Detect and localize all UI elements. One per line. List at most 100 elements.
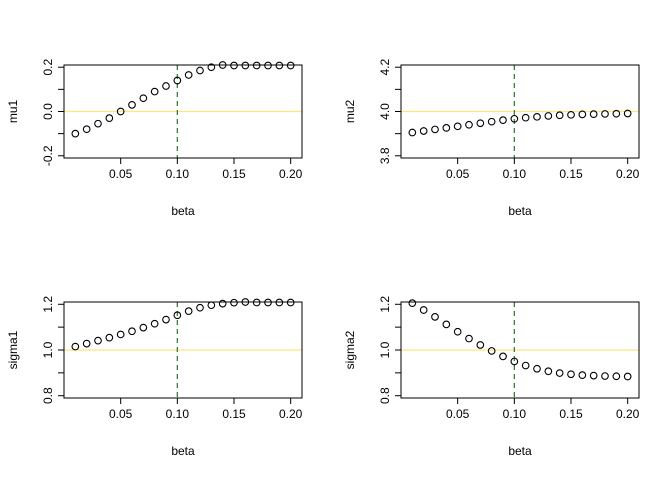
data-point bbox=[139, 323, 148, 332]
x-tick-label: 0.05 bbox=[446, 407, 470, 421]
data-point bbox=[453, 122, 462, 131]
data-point bbox=[601, 110, 609, 118]
data-point bbox=[555, 111, 564, 120]
y-axis: 3.8 4.0 4.2 bbox=[378, 59, 401, 164]
data-point bbox=[499, 116, 507, 124]
plot-panel-sigma2: 0.05 0.10 0.15 0.20 0.8 1.0 1.2 beta sigma2 bbox=[343, 296, 639, 458]
data-point bbox=[150, 319, 159, 328]
x-axis-title: beta bbox=[171, 444, 195, 458]
y-axis-title: mu2 bbox=[343, 100, 357, 124]
x-axis: 0.05 0.10 0.15 0.20 bbox=[446, 157, 640, 181]
x-axis-title: beta bbox=[171, 204, 195, 218]
data-point bbox=[567, 110, 575, 119]
x-tick-label: 0.15 bbox=[559, 407, 583, 421]
y-tick-label: 0.8 bbox=[378, 387, 392, 404]
x-tick-label: 0.10 bbox=[166, 407, 190, 421]
data-point bbox=[544, 367, 553, 376]
data-point bbox=[442, 320, 451, 329]
x-tick-label: 0.05 bbox=[109, 407, 133, 421]
data-point bbox=[612, 372, 621, 381]
data-point bbox=[544, 112, 553, 120]
x-tick-label: 0.20 bbox=[616, 407, 640, 421]
data-point bbox=[510, 114, 519, 123]
y-tick-label: 0.8 bbox=[41, 387, 55, 404]
data-point bbox=[116, 330, 125, 339]
x-axis-title: beta bbox=[508, 444, 532, 458]
data-point bbox=[476, 119, 485, 128]
x-tick-label: 0.10 bbox=[166, 167, 190, 181]
data-point bbox=[94, 119, 102, 128]
data-point bbox=[487, 117, 496, 126]
x-axis: 0.05 0.10 0.15 0.20 bbox=[446, 397, 640, 421]
x-tick-label: 0.15 bbox=[222, 407, 246, 421]
data-point bbox=[419, 306, 428, 314]
y-axis-title: mu1 bbox=[6, 100, 20, 124]
data-point bbox=[196, 66, 204, 75]
y-tick-label: 1.2 bbox=[378, 296, 392, 313]
data-point bbox=[128, 101, 136, 109]
y-axis: -0.2 0.0 0.2 bbox=[41, 59, 64, 166]
data-point bbox=[578, 110, 587, 119]
y-tick-label: 0.0 bbox=[41, 103, 55, 120]
data-point bbox=[196, 303, 204, 312]
data-point bbox=[521, 113, 530, 122]
y-tick-label: 4.2 bbox=[378, 59, 392, 76]
data-point bbox=[408, 299, 417, 307]
data-point bbox=[218, 299, 227, 308]
data-point bbox=[173, 76, 182, 85]
data-point bbox=[230, 298, 238, 307]
x-tick-label: 0.10 bbox=[503, 407, 527, 421]
data-point bbox=[71, 342, 80, 351]
data-point bbox=[601, 372, 609, 380]
data-point bbox=[94, 336, 102, 345]
data-point bbox=[173, 311, 182, 320]
data-point bbox=[162, 315, 170, 324]
data-point bbox=[510, 357, 519, 366]
data-point bbox=[589, 110, 598, 119]
plot-panel-mu2: 0.05 0.10 0.15 0.20 3.8 4.0 4.2 beta mu2 bbox=[343, 59, 639, 218]
data-point bbox=[105, 114, 114, 122]
data-point bbox=[408, 128, 417, 137]
data-point bbox=[82, 125, 91, 134]
y-axis: 0.8 1.0 1.2 bbox=[378, 296, 401, 404]
x-axis-title: beta bbox=[508, 204, 532, 218]
data-point bbox=[499, 352, 507, 361]
data-point bbox=[128, 327, 136, 336]
data-point bbox=[533, 112, 541, 121]
data-point bbox=[612, 109, 621, 118]
y-axis-title: sigma2 bbox=[343, 330, 357, 369]
y-tick-label: -0.2 bbox=[41, 145, 55, 166]
data-point bbox=[442, 124, 451, 132]
x-tick-label: 0.05 bbox=[446, 167, 470, 181]
x-tick-label: 0.15 bbox=[222, 167, 246, 181]
y-tick-label: 1.0 bbox=[41, 341, 55, 358]
data-point bbox=[623, 372, 632, 381]
x-tick-label: 0.15 bbox=[559, 167, 583, 181]
data-point bbox=[116, 107, 125, 116]
x-tick-label: 0.20 bbox=[279, 407, 303, 421]
plot-panel-sigma1: 0.05 0.10 0.15 0.20 0.8 1.0 1.2 beta sigma1 bbox=[6, 296, 302, 458]
y-tick-label: 0.2 bbox=[41, 59, 55, 76]
data-point bbox=[150, 87, 159, 96]
x-tick-label: 0.20 bbox=[279, 167, 303, 181]
data-point bbox=[578, 371, 587, 379]
data-point bbox=[431, 125, 439, 134]
data-point bbox=[589, 371, 598, 380]
data-point bbox=[105, 333, 114, 342]
data-point bbox=[465, 120, 473, 129]
x-tick-label: 0.05 bbox=[109, 167, 133, 181]
y-tick-label: 1.0 bbox=[378, 341, 392, 358]
x-tick-label: 0.20 bbox=[616, 167, 640, 181]
y-axis-title: sigma1 bbox=[6, 330, 20, 369]
data-point bbox=[162, 82, 170, 90]
data-point bbox=[82, 339, 91, 348]
data-point bbox=[555, 369, 564, 377]
x-axis: 0.05 0.10 0.15 0.20 bbox=[109, 157, 303, 181]
data-point bbox=[431, 313, 439, 321]
data-point bbox=[567, 370, 575, 379]
x-axis: 0.05 0.10 0.15 0.20 bbox=[109, 397, 303, 421]
data-point bbox=[521, 361, 530, 370]
y-tick-label: 4.0 bbox=[378, 103, 392, 120]
data-point bbox=[453, 327, 462, 336]
